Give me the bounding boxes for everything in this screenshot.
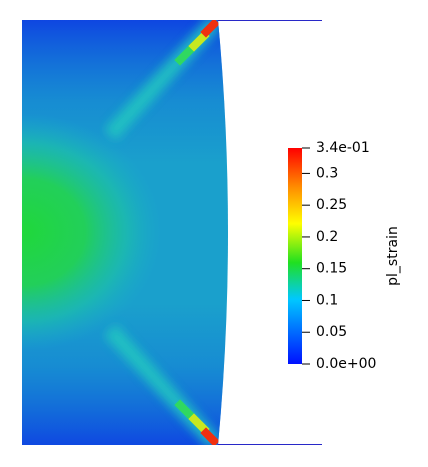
tick-label: 0.3 <box>316 165 338 181</box>
tick-label: 0.2 <box>316 229 338 245</box>
tick-label: 0.25 <box>316 197 347 213</box>
tick-label: 0.0e+00 <box>316 356 376 372</box>
color-bar-title: pl_strain <box>385 226 401 286</box>
tick-label: 0.15 <box>316 261 347 277</box>
tick-label: 3.4e-01 <box>316 140 370 156</box>
tick-label: 0.05 <box>316 324 347 340</box>
color-bar-ticks: 3.4e-01 0.3 0.25 0.2 0.15 0.1 0.05 0.0e+00 <box>302 140 376 372</box>
field <box>22 20 228 445</box>
tick-label: 0.1 <box>316 292 338 308</box>
color-bar <box>288 148 302 364</box>
